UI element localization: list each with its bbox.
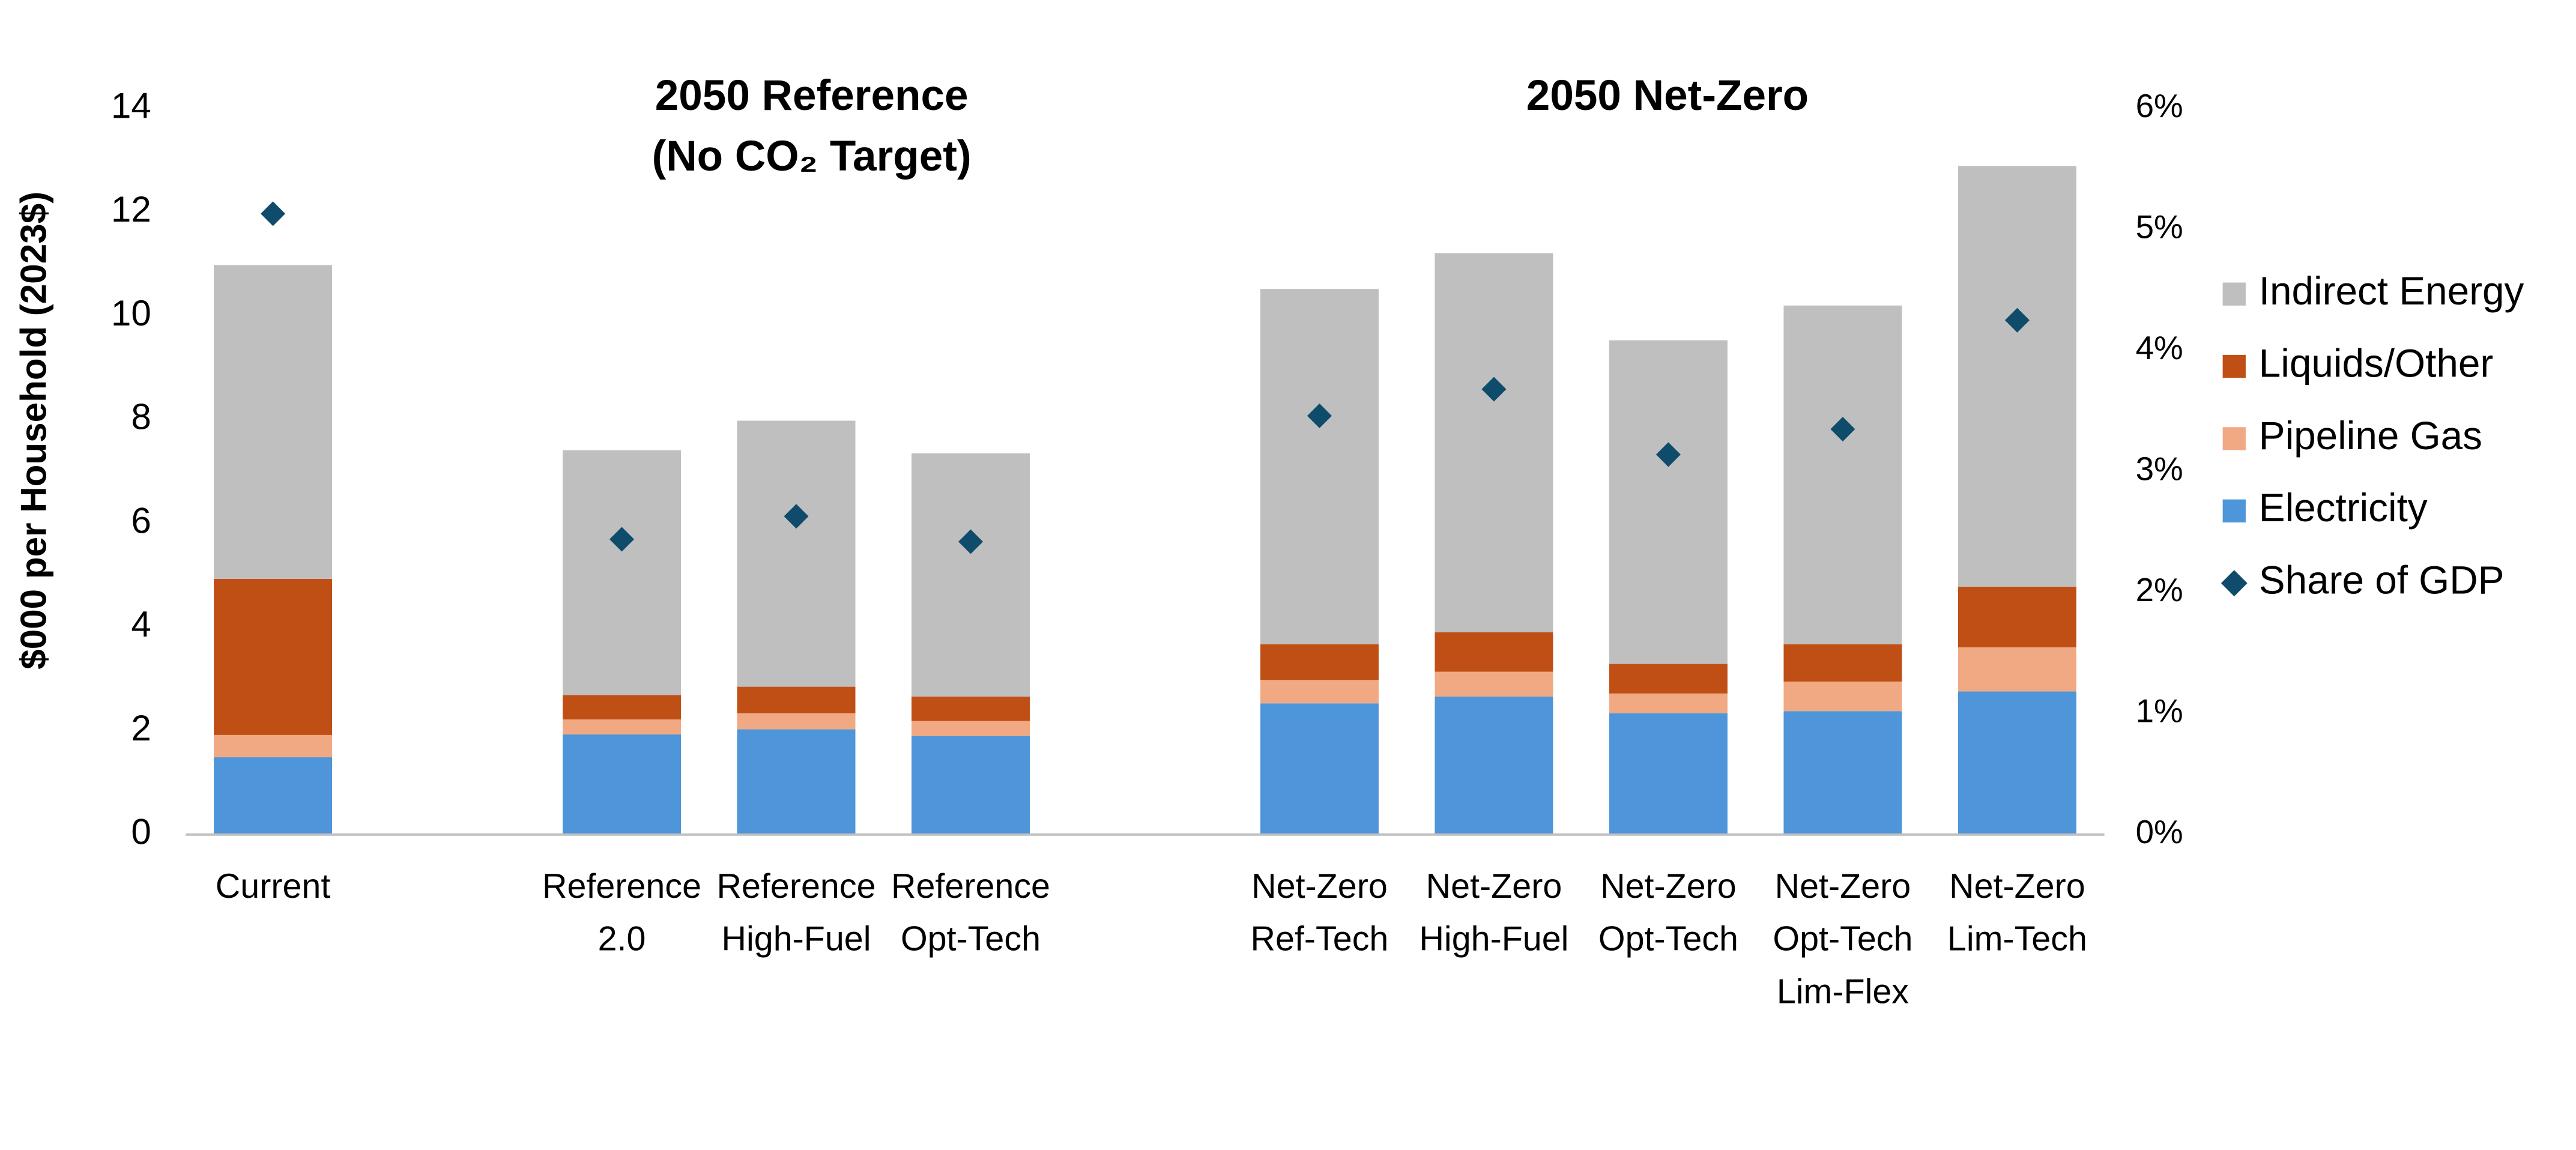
bar-segment — [737, 729, 856, 835]
y-tick-label: 0 — [131, 812, 151, 852]
bar-segment — [1958, 647, 2076, 692]
x-tick-label: High-Fuel — [722, 920, 871, 958]
gdp-marker — [784, 504, 809, 529]
y2-tick-label: 6% — [2136, 87, 2183, 124]
x-tick-label: Opt-Tech — [1773, 920, 1912, 958]
x-tick-label: High-Fuel — [1419, 920, 1568, 958]
gdp-marker — [2004, 307, 2030, 333]
bar-segment — [1435, 253, 1553, 632]
x-tick-label: Net-Zero — [1426, 867, 1562, 906]
legend-label: Pipeline Gas — [2259, 414, 2482, 458]
bar-segment — [912, 736, 1030, 835]
bar-segment — [563, 450, 682, 695]
bar-segment — [1958, 691, 2076, 835]
x-tick-label: Opt-Tech — [1598, 920, 1738, 958]
bar-segment — [1260, 680, 1379, 704]
bar-segment — [214, 757, 333, 835]
bar-segment — [214, 734, 333, 758]
x-tick-label: Opt-Tech — [901, 920, 1041, 958]
bar-segment — [1783, 681, 1902, 712]
bar-segment — [1435, 632, 1553, 672]
bar-segment — [563, 719, 682, 735]
legend-marker — [2221, 570, 2248, 597]
bar-segment — [1783, 305, 1902, 644]
x-tick-label: Lim-Flex — [1777, 972, 1909, 1011]
legend-swatch — [2222, 354, 2246, 378]
y-tick-label: 10 — [111, 293, 151, 333]
x-tick-label: Reference — [542, 867, 701, 906]
y-tick-label: 8 — [131, 397, 151, 437]
y-tick-label: 14 — [111, 85, 151, 126]
bar-segment — [912, 721, 1030, 736]
bar-segment — [1435, 696, 1553, 835]
y2-tick-label: 3% — [2136, 450, 2183, 488]
group-title: 2050 Reference — [655, 72, 969, 120]
bar-segment — [1958, 586, 2076, 647]
x-tick-label: Net-Zero — [1775, 867, 1911, 906]
x-tick-label: 2.0 — [598, 920, 646, 958]
y-tick-label: 6 — [131, 500, 151, 540]
bar-segment — [1609, 664, 1728, 694]
gdp-marker — [261, 201, 286, 226]
gdp-marker — [609, 527, 635, 552]
bar-segment — [214, 265, 333, 579]
group-title: (No CO₂ Target) — [652, 133, 972, 180]
legend-swatch — [2222, 427, 2246, 450]
x-tick-label: Ref-Tech — [1251, 920, 1389, 958]
legend-swatch — [2222, 282, 2246, 306]
bar-segment — [1783, 644, 1902, 682]
bar-segment — [214, 578, 333, 735]
legend-label: Liquids/Other — [2259, 341, 2493, 385]
gdp-marker — [1307, 403, 1332, 428]
legend-label: Share of GDP — [2259, 558, 2505, 602]
bar-segment — [737, 420, 856, 687]
legend-label: Electricity — [2259, 486, 2428, 530]
y-axis-title: $000 per Household (2023$) — [13, 192, 53, 670]
y-tick-label: 4 — [131, 604, 151, 644]
gdp-marker — [958, 529, 984, 554]
legend-swatch — [2222, 499, 2246, 522]
x-tick-label: Lim-Tech — [1947, 920, 2087, 958]
x-tick-label: Net-Zero — [1949, 867, 2085, 906]
y2-tick-label: 4% — [2136, 329, 2183, 366]
y2-tick-label: 0% — [2136, 813, 2183, 850]
bar-segment — [563, 734, 682, 835]
bar-segment — [737, 686, 856, 713]
bar-segment — [1783, 711, 1902, 835]
x-tick-label: Reference — [717, 867, 876, 906]
bar-segment — [1609, 693, 1728, 713]
y2-tick-label: 5% — [2136, 208, 2183, 246]
bar-segment — [912, 453, 1030, 697]
y2-tick-label: 1% — [2136, 692, 2183, 730]
bar-segment — [1260, 644, 1379, 680]
bar-segment — [737, 713, 856, 730]
bar-segment — [1260, 703, 1379, 835]
bar-segment — [1260, 289, 1379, 644]
gdp-marker — [1830, 417, 1855, 442]
bar-segment — [1609, 340, 1728, 664]
y-tick-label: 12 — [111, 189, 151, 229]
bar-segment — [1435, 671, 1553, 697]
bar-segment — [563, 695, 682, 720]
x-tick-label: Net-Zero — [1600, 867, 1737, 906]
x-tick-label: Current — [216, 867, 331, 906]
x-tick-label: Net-Zero — [1251, 867, 1388, 906]
bar-segment — [912, 696, 1030, 721]
gdp-marker — [1655, 442, 1681, 467]
y-tick-label: 2 — [131, 708, 151, 748]
x-tick-label: Reference — [891, 867, 1050, 906]
legend-label: Indirect Energy — [2259, 269, 2524, 313]
group-title: 2050 Net-Zero — [1526, 72, 1809, 120]
y2-tick-label: 2% — [2136, 571, 2183, 608]
bar-segment — [1609, 713, 1728, 835]
bar-segment — [1958, 166, 2076, 587]
